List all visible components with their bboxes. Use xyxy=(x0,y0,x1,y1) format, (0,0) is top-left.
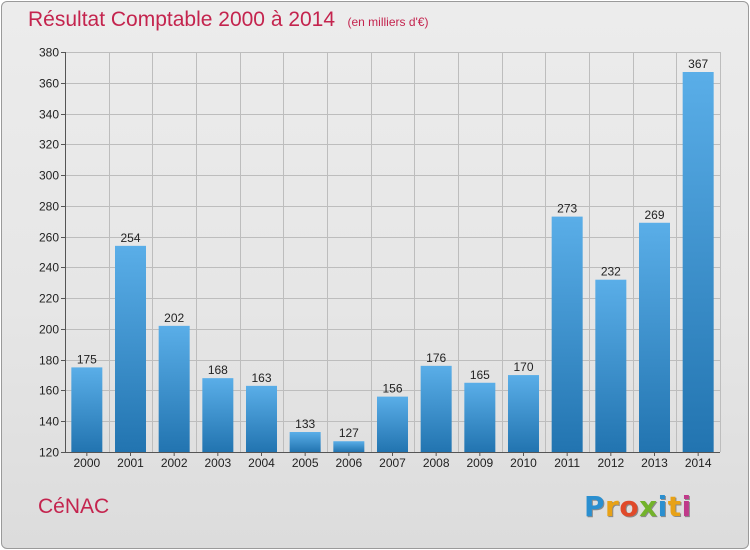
logo-letter: r xyxy=(605,490,620,523)
y-tick-label-140: 140 xyxy=(39,415,59,429)
y-tick-label-220: 220 xyxy=(39,292,59,306)
x-tick-label-2014: 2014 xyxy=(685,456,712,470)
data-label-2013: 269 xyxy=(644,208,664,222)
x-tick-label-2013: 2013 xyxy=(641,456,668,470)
data-label-2006: 127 xyxy=(339,426,359,440)
x-tick-label-2005: 2005 xyxy=(292,456,319,470)
logo-letter: x xyxy=(639,490,658,523)
data-label-2007: 156 xyxy=(382,382,402,396)
x-tick-label-2008: 2008 xyxy=(423,456,450,470)
logo-letter: i xyxy=(657,490,668,523)
bar-2004 xyxy=(246,385,277,452)
y-tick-label-180: 180 xyxy=(39,354,59,368)
x-tick-label-2002: 2002 xyxy=(161,456,188,470)
x-tick-label-2001: 2001 xyxy=(117,456,144,470)
x-tick-label-2010: 2010 xyxy=(510,456,537,470)
x-tick-label-2007: 2007 xyxy=(379,456,406,470)
y-tick-label-380: 380 xyxy=(39,46,59,60)
logo-letter: o xyxy=(619,490,640,523)
bar-2009 xyxy=(464,382,496,452)
bar-2010 xyxy=(508,375,539,452)
data-label-2014: 367 xyxy=(688,57,708,71)
logo-letter: i xyxy=(681,490,692,523)
bar-2006 xyxy=(333,441,365,452)
x-tick-label-2009: 2009 xyxy=(466,456,493,470)
unit-note: (en milliers d'€) xyxy=(347,15,429,29)
x-tick-label-2011: 2011 xyxy=(554,456,580,470)
data-label-2004: 163 xyxy=(251,371,271,385)
bar-2007 xyxy=(377,396,408,452)
chart-title: Résultat Comptable 2000 à 2014 xyxy=(28,8,336,31)
y-tick-label-320: 320 xyxy=(39,138,59,152)
data-label-2002: 202 xyxy=(164,311,184,325)
x-tick-label-2003: 2003 xyxy=(204,456,231,470)
y-tick-label-160: 160 xyxy=(39,384,59,398)
y-tick-label-120: 120 xyxy=(39,446,59,460)
location-name: CéNAC xyxy=(38,495,110,518)
data-label-2009: 165 xyxy=(470,368,490,382)
data-label-2011: 273 xyxy=(557,202,577,216)
logo-letter: t xyxy=(667,490,682,523)
bar-2008 xyxy=(420,365,452,452)
data-label-2000: 175 xyxy=(77,352,97,366)
y-tick-label-360: 360 xyxy=(39,77,59,91)
data-label-2010: 170 xyxy=(513,360,533,374)
bar-2001 xyxy=(115,245,146,452)
data-label-2001: 254 xyxy=(120,231,140,245)
bar-2000 xyxy=(71,367,103,452)
bar-2003 xyxy=(202,378,234,452)
y-tick-label-200: 200 xyxy=(39,323,59,337)
logo-letter: P xyxy=(584,490,606,523)
x-tick-label-2012: 2012 xyxy=(597,456,624,470)
y-tick-label-240: 240 xyxy=(39,261,59,275)
bar-2005 xyxy=(289,432,321,452)
bar-2011 xyxy=(551,216,583,452)
x-tick-label-2000: 2000 xyxy=(73,456,100,470)
chart-title-block: Résultat Comptable 2000 à 2014 (en milli… xyxy=(28,8,428,32)
data-label-2005: 133 xyxy=(295,417,315,431)
bar-2013 xyxy=(639,222,670,452)
bar-2012 xyxy=(595,279,627,452)
data-label-2008: 176 xyxy=(426,351,446,365)
bar-2002 xyxy=(158,325,190,452)
x-tick-label-2006: 2006 xyxy=(335,456,362,470)
data-label-2012: 232 xyxy=(601,265,621,279)
axes: 120 140 160 180 200 220 240 260 280 300 320 340 360 3… xyxy=(39,46,720,470)
x-tick-label-2004: 2004 xyxy=(248,456,275,470)
bar-2014 xyxy=(682,72,714,452)
y-tick-label-300: 300 xyxy=(39,169,59,183)
data-label-2003: 168 xyxy=(208,363,228,377)
y-tick-label-340: 340 xyxy=(39,108,59,122)
bars: 175 254 202 168 163 133 127 156 176 165 170 273 232 2… xyxy=(71,57,714,452)
y-tick-label-260: 260 xyxy=(39,231,59,245)
proxiti-logo[interactable]: Proxiti xyxy=(584,490,692,523)
y-tick-label-280: 280 xyxy=(39,200,59,214)
